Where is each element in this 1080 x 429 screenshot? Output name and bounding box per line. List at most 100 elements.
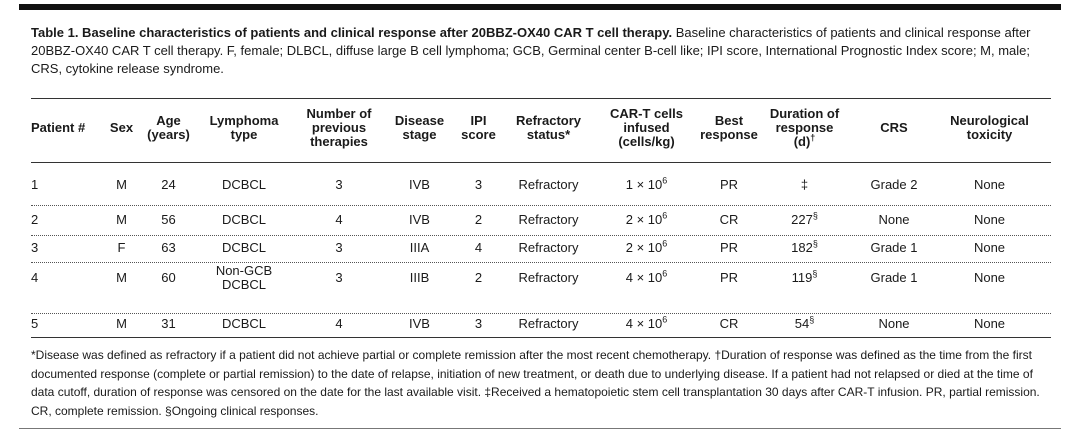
table-cell: Refractory — [518, 177, 579, 192]
duration-value: 227 — [791, 212, 813, 227]
cells-exponent: 6 — [662, 314, 668, 325]
table-cell: None — [878, 212, 910, 227]
duration-value: 54 — [794, 316, 810, 331]
column-header: Patient # — [31, 121, 101, 135]
table-cell: 60 — [161, 270, 176, 285]
column-header-line: Neurological — [950, 113, 1029, 128]
column-header-line: Disease — [394, 113, 445, 128]
table-cell: None — [973, 316, 1006, 331]
column-header: Lymphoma type — [199, 114, 289, 142]
table-cell: None — [973, 270, 1006, 285]
column-header-line: infused — [623, 120, 670, 135]
table-cell: IVB — [409, 177, 430, 192]
table-cell: DCBCL — [199, 213, 289, 227]
row-separator — [31, 235, 1051, 236]
table-cell: 1 × 106 — [599, 176, 694, 192]
column-header-sup: † — [810, 132, 816, 143]
column-header-line: Patient # — [31, 120, 86, 135]
duration-sup: § — [812, 268, 818, 279]
cells-coefficient: 2 × 10 — [625, 240, 663, 255]
table-cell: 3 — [474, 316, 483, 331]
column-header-line: CAR-T cells — [610, 106, 683, 121]
table-cell: IIIB — [409, 270, 430, 285]
table-cell: 31 — [161, 316, 176, 331]
table-cell: M — [116, 270, 127, 285]
column-header-line: Lymphoma — [209, 113, 279, 128]
table-cell: Grade 1 — [870, 270, 918, 285]
table-cell: 4 — [335, 316, 343, 331]
cells-exponent: 6 — [662, 238, 668, 249]
table-cell: PR — [719, 270, 739, 285]
duration-value: 182 — [791, 240, 813, 255]
column-header: CAR-T cells infused (cells/kg) — [599, 107, 694, 149]
column-header-line: therapies — [310, 134, 368, 149]
table-cell: IIIA — [409, 240, 430, 255]
table-cell: 3 — [335, 270, 343, 285]
table-cell: PR — [719, 240, 739, 255]
table-caption: Table 1. Baseline characteristics of pat… — [31, 24, 1051, 78]
lymphoma-type-line: DCBCL — [221, 177, 267, 192]
duration-value: ‡ — [800, 177, 809, 192]
table-cell: None — [973, 177, 1006, 192]
table-cell: DCBCL — [199, 178, 289, 192]
column-header: Best response — [699, 114, 759, 142]
column-header-line: Sex — [109, 120, 134, 135]
table-cell: 3 — [335, 177, 343, 192]
table-footnote: *Disease was defined as refractory if a … — [31, 348, 1040, 418]
cells-exponent: 6 — [662, 210, 668, 221]
table-cell: 4 × 106 — [599, 268, 694, 285]
table-cell: 4 × 106 — [599, 314, 694, 331]
table-cell: M — [116, 316, 127, 331]
column-header-line: toxicity — [966, 127, 1013, 142]
duration-sup: § — [812, 238, 818, 249]
column-header: Duration of response (d)† — [757, 107, 852, 149]
table-cell: 4 — [31, 270, 39, 285]
table-cell: 2 — [474, 270, 483, 285]
table-cell: None — [973, 240, 1006, 255]
table-cell: Refractory — [518, 240, 579, 255]
table-cell: F — [117, 240, 126, 255]
table-cell: None — [878, 316, 910, 331]
table-cell: CR — [719, 212, 739, 227]
table-cell: Refractory — [518, 212, 579, 227]
column-header-line: response — [775, 120, 834, 135]
table-cell: 227§ — [757, 211, 852, 227]
column-header: Neurological toxicity — [937, 114, 1042, 142]
table-cell: IVB — [409, 212, 430, 227]
table-cell: 5 — [31, 316, 39, 331]
cells-exponent: 6 — [662, 268, 668, 279]
table-frame: Table 1. Baseline characteristics of pat… — [19, 4, 1061, 429]
column-header: CRS — [859, 121, 929, 135]
table-cell: 182§ — [757, 238, 852, 255]
table-cell: 54§ — [757, 315, 852, 331]
table-cell: PR — [719, 177, 739, 192]
lymphoma-type-line: DCBCL — [221, 277, 267, 292]
column-header-line: score — [461, 127, 496, 142]
column-header-line: Refractory — [515, 113, 582, 128]
column-header-line: type — [230, 127, 258, 142]
lymphoma-type-line: Non-GCB — [215, 263, 273, 278]
table-cell: M — [116, 177, 127, 192]
table-cell: 56 — [161, 212, 176, 227]
table-cell: 1 — [31, 177, 39, 192]
column-header: Age (years) — [141, 114, 196, 142]
table-cell: Grade 1 — [870, 240, 918, 255]
lymphoma-type-line: DCBCL — [221, 240, 267, 255]
column-header: Disease stage — [387, 114, 452, 142]
table-cell: M — [116, 212, 127, 227]
caption-title: Table 1. Baseline characteristics of pat… — [31, 25, 673, 40]
column-header: Sex — [104, 121, 139, 135]
header-bottom-rule — [31, 162, 1051, 163]
column-header-line: IPI — [470, 113, 487, 128]
table-cell: 2 × 106 — [599, 210, 694, 227]
table-cell: Refractory — [518, 270, 579, 285]
column-header-line: (d)† — [793, 132, 816, 149]
cells-coefficient: 4 × 10 — [625, 316, 663, 331]
table-cell: 2 — [474, 212, 483, 227]
header-top-rule — [31, 98, 1051, 99]
caption-body: Baseline characteristics of patients and… — [31, 25, 1031, 76]
table-cell: 63 — [161, 240, 176, 255]
column-header: IPI score — [456, 114, 501, 142]
table-cell: ‡ — [757, 178, 852, 192]
table-cell: 24 — [161, 177, 176, 192]
